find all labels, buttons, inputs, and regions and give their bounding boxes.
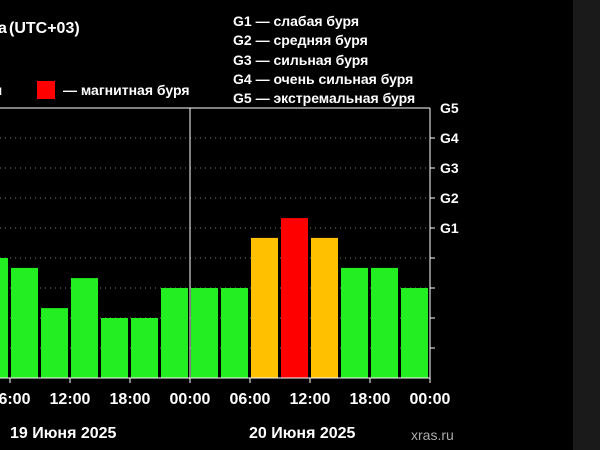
kp-bar bbox=[221, 288, 248, 378]
legend-g2: G2 — средняя буря bbox=[233, 32, 368, 49]
kp-bar bbox=[71, 278, 98, 378]
x-tick-label: 00:00 bbox=[170, 391, 211, 408]
day-label-2: 20 Июня 2025 bbox=[249, 425, 356, 442]
kp-bar bbox=[251, 237, 278, 378]
x-tick-label: 18:00 bbox=[350, 391, 391, 408]
kp-bar bbox=[101, 318, 128, 378]
kp-bar bbox=[161, 288, 188, 378]
x-tick-label: 12:00 bbox=[50, 391, 91, 408]
x-tick-label: 12:00 bbox=[290, 391, 331, 408]
kp-bar bbox=[371, 267, 398, 378]
legend-g1: G1 — слабая буря bbox=[233, 13, 360, 29]
y-level-label: G2 bbox=[440, 190, 459, 206]
watermark: xras.ru bbox=[411, 427, 454, 443]
y-level-label: G3 bbox=[440, 160, 459, 176]
kp-bar bbox=[0, 258, 8, 378]
kp-bar bbox=[401, 288, 428, 378]
y-level-label: G5 bbox=[440, 100, 459, 116]
timezone-value: (UTC+03) bbox=[9, 20, 80, 37]
kp-bar bbox=[281, 218, 308, 378]
storm-legend-label: — магнитная буря bbox=[63, 82, 190, 98]
y-level-label: G1 bbox=[440, 220, 459, 236]
legend-g3: G3 — сильная буря bbox=[233, 51, 369, 68]
timezone-prefix: а bbox=[0, 20, 7, 37]
x-tick-label: 06:00 bbox=[230, 391, 271, 408]
x-tick-label: 06:00 bbox=[0, 391, 31, 408]
y-level-label: G4 bbox=[440, 130, 459, 146]
x-tick-label: 00:00 bbox=[410, 391, 451, 408]
kp-bar bbox=[41, 308, 68, 378]
kp-bar bbox=[341, 267, 368, 378]
legend-g5: G5 — экстремальная буря bbox=[233, 90, 416, 107]
kp-bar bbox=[311, 237, 338, 378]
storm-legend-swatch bbox=[37, 81, 55, 99]
right-edge-panel bbox=[573, 0, 600, 450]
storm-level-legend: G1 — слабая буря G2 — средняя буря G3 — … bbox=[233, 12, 415, 108]
kp-bar bbox=[11, 267, 38, 378]
x-tick-label: 18:00 bbox=[110, 391, 151, 408]
day-label-1: 19 Июня 2025 bbox=[10, 425, 117, 442]
legend-g4: G4 — очень сильная буря bbox=[233, 70, 414, 87]
kp-bar bbox=[131, 318, 158, 378]
legend-fragment-text: я bbox=[0, 82, 2, 98]
kp-bar bbox=[191, 288, 218, 378]
